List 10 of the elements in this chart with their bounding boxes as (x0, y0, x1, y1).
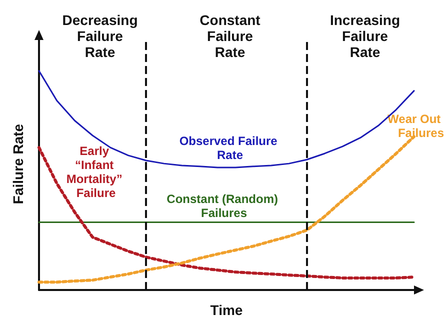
x-axis-title: Time (210, 302, 243, 318)
series-label: Constant (Random) Failures (166, 192, 282, 220)
text: Decreasing (62, 12, 138, 28)
text: Increasing Failure Rate (330, 12, 400, 60)
series-label: Early “Infant Mortality” Failure (66, 144, 126, 200)
series-label: Wear Out Failures (388, 112, 444, 140)
text: Constant Failure Rate (200, 12, 261, 60)
text: Failure Rate (10, 124, 26, 204)
series-label: Observed Failure Rate (179, 134, 281, 162)
y-axis-title: Failure Rate (77, 28, 124, 60)
